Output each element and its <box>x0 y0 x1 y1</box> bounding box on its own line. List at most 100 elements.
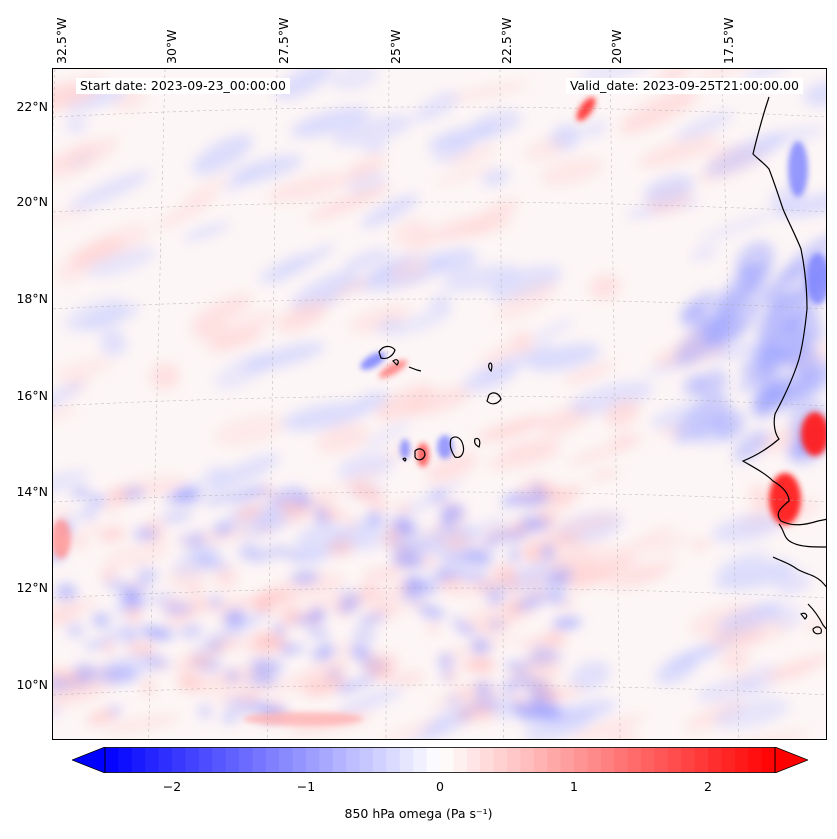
omega-contour-blob <box>133 527 158 540</box>
colorbar-extend-low <box>72 747 106 773</box>
colorbar-cell <box>413 747 427 773</box>
omega-contour-blob <box>695 677 760 703</box>
omega-contour-blob <box>125 605 142 623</box>
omega-contour-blob <box>65 238 121 260</box>
island-fogo <box>414 448 426 461</box>
omega-contour-blob <box>378 359 408 379</box>
omega-contour-blob <box>191 653 213 670</box>
omega-contour-blob <box>258 524 273 534</box>
omega-contour-blob <box>578 69 650 82</box>
colorbar-cell <box>574 747 588 773</box>
omega-contour-blob <box>473 552 493 566</box>
omega-contour-blob <box>441 504 465 521</box>
colorbar-tick-label: 0 <box>436 779 444 794</box>
omega-contour-blob <box>165 612 195 624</box>
omega-contour-blob <box>306 628 330 638</box>
omega-contour-blob <box>426 623 440 633</box>
omega-contour-blob <box>733 429 770 463</box>
omega-contour-blob <box>394 672 425 684</box>
omega-contour-blob <box>481 169 510 186</box>
omega-contour-blob <box>335 687 404 715</box>
omega-contour-blob <box>198 703 212 719</box>
omega-contour-blob <box>398 501 410 515</box>
omega-contour-blob <box>266 701 286 709</box>
omega-contour-blob <box>659 69 702 83</box>
omega-contour-blob <box>713 697 790 730</box>
omega-contour-blob <box>53 405 77 425</box>
omega-contour-blob <box>675 111 734 141</box>
map-panel <box>52 68 827 740</box>
omega-contour-blob <box>73 664 98 680</box>
lon-label-17-5w: 17.5°W <box>721 17 736 64</box>
colorbar-cell <box>225 747 240 773</box>
omega-contour-blob <box>495 280 558 321</box>
omega-contour-blob <box>162 604 194 613</box>
omega-contour-blob <box>506 580 520 594</box>
omega-contour-blob <box>109 705 121 716</box>
omega-contour-blob <box>762 653 826 680</box>
omega-contour-blob <box>194 554 230 571</box>
omega-contour-blob <box>375 384 435 421</box>
omega-contour-blob <box>491 565 519 583</box>
omega-contour-blob <box>474 517 509 534</box>
omega-contour-blob <box>351 629 377 642</box>
omega-contour-blob <box>512 329 535 354</box>
lat-label-10n: 10°N <box>16 677 48 692</box>
omega-contour-blob <box>227 491 249 503</box>
omega-contour-blob <box>53 470 89 497</box>
omega-contour-blob <box>212 523 232 535</box>
omega-contour-blob <box>805 619 826 633</box>
omega-contour-blob <box>361 270 438 293</box>
omega-contour-blob <box>243 712 363 726</box>
omega-contour-blob <box>803 81 826 108</box>
colorbar-cell <box>158 747 173 773</box>
island-santo-antao <box>378 345 396 360</box>
omega-contour-blob <box>183 176 229 204</box>
colorbar-tick-label: 2 <box>704 779 712 794</box>
colorbar-cell <box>265 747 280 773</box>
omega-contour-blob <box>338 468 380 491</box>
island-boa-vista <box>486 392 502 405</box>
omega-contour-blob <box>605 731 638 739</box>
omega-contour-blob <box>571 715 645 739</box>
omega-contour-blob <box>100 328 127 357</box>
omega-contour-blob <box>362 568 397 579</box>
colorbar-cell <box>507 747 521 773</box>
lon-label-22-5w: 22.5°W <box>499 17 514 64</box>
omega-contour-blob <box>473 343 553 385</box>
omega-contour-blob <box>362 653 400 672</box>
omega-contour-blob <box>524 655 550 666</box>
omega-contour-blob <box>256 253 307 283</box>
omega-contour-blob <box>248 548 278 563</box>
omega-contour-blob <box>511 700 523 716</box>
omega-contour-blob <box>695 369 728 400</box>
omega-contour-blob <box>270 486 304 504</box>
omega-contour-blob <box>357 613 386 625</box>
colorbar-cell <box>131 747 146 773</box>
omega-contour-blob <box>337 452 395 481</box>
colorbar-cell <box>440 747 454 773</box>
omega-contour-blob <box>547 591 561 605</box>
omega-contour-blob <box>482 535 499 549</box>
omega-contour-blob <box>474 682 493 694</box>
omega-contour-blob <box>221 714 238 722</box>
colorbar-outline <box>104 747 776 773</box>
omega-contour-blob <box>794 351 826 381</box>
lat-label-16n: 16°N <box>16 388 48 403</box>
omega-contour-blob <box>329 278 371 300</box>
omega-contour-blob <box>459 688 470 696</box>
colorbar-cell <box>426 747 441 773</box>
omega-contour-blob <box>99 567 118 582</box>
omega-contour-blob <box>362 142 388 152</box>
colorbar-cell <box>694 747 709 773</box>
omega-contour-blob <box>285 658 350 692</box>
omega-contour-blob <box>563 362 616 385</box>
omega-contour-blob <box>540 157 604 186</box>
omega-contour-blob <box>466 199 519 233</box>
lat-label-14n: 14°N <box>16 484 48 499</box>
colorbar-extend-high <box>774 747 808 773</box>
omega-contour-blob <box>203 493 234 506</box>
colorbar-cell <box>319 747 334 773</box>
colorbar-cell <box>533 747 548 773</box>
omega-contour-blob <box>87 709 118 726</box>
